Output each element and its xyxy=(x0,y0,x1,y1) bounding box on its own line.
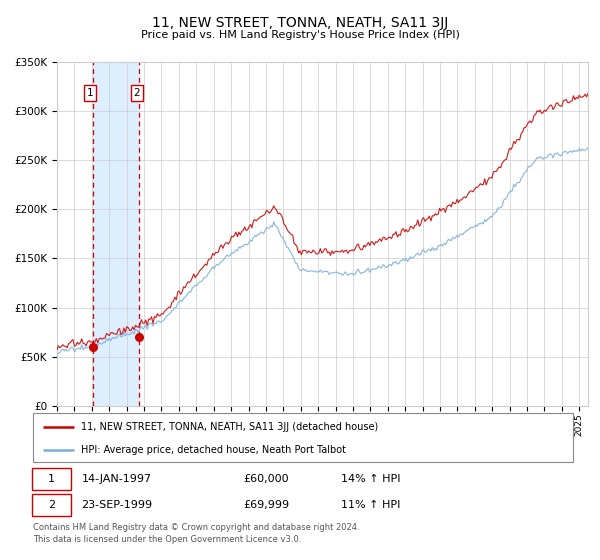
Text: HPI: Average price, detached house, Neath Port Talbot: HPI: Average price, detached house, Neat… xyxy=(80,445,346,455)
FancyBboxPatch shape xyxy=(32,468,71,490)
Text: 23-SEP-1999: 23-SEP-1999 xyxy=(82,501,153,510)
Text: 1: 1 xyxy=(86,88,93,98)
Text: 14-JAN-1997: 14-JAN-1997 xyxy=(82,474,152,484)
Bar xyxy=(92,62,139,406)
Text: £69,999: £69,999 xyxy=(244,501,290,510)
FancyBboxPatch shape xyxy=(32,494,71,516)
Text: 11% ↑ HPI: 11% ↑ HPI xyxy=(341,501,400,510)
Text: Contains HM Land Registry data © Crown copyright and database right 2024.
This d: Contains HM Land Registry data © Crown c… xyxy=(33,523,359,544)
Text: Price paid vs. HM Land Registry's House Price Index (HPI): Price paid vs. HM Land Registry's House … xyxy=(140,30,460,40)
Text: 1: 1 xyxy=(48,474,55,484)
Text: 2: 2 xyxy=(48,501,55,510)
Text: 14% ↑ HPI: 14% ↑ HPI xyxy=(341,474,400,484)
FancyBboxPatch shape xyxy=(33,413,573,462)
Text: £60,000: £60,000 xyxy=(244,474,289,484)
Text: 11, NEW STREET, TONNA, NEATH, SA11 3JJ (detached house): 11, NEW STREET, TONNA, NEATH, SA11 3JJ (… xyxy=(80,422,378,432)
Text: 11, NEW STREET, TONNA, NEATH, SA11 3JJ: 11, NEW STREET, TONNA, NEATH, SA11 3JJ xyxy=(152,16,448,30)
Text: 2: 2 xyxy=(133,88,140,98)
